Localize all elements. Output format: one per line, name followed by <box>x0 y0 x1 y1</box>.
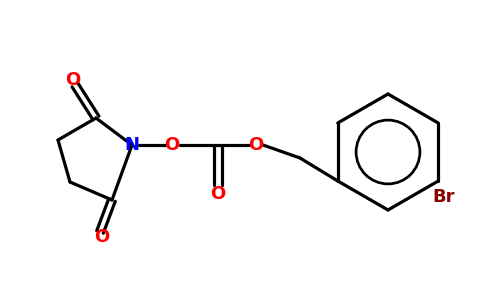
Text: N: N <box>124 136 139 154</box>
Text: O: O <box>65 71 81 89</box>
Text: Br: Br <box>432 188 454 206</box>
Text: O: O <box>248 136 264 154</box>
Text: O: O <box>94 228 109 246</box>
Text: O: O <box>211 185 226 203</box>
Text: O: O <box>165 136 180 154</box>
